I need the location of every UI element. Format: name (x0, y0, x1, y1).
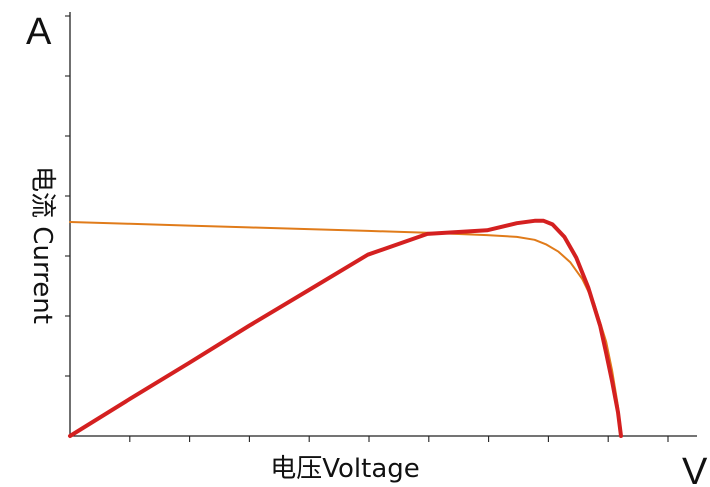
series-line-power (68, 218, 623, 438)
ticks (65, 15, 669, 442)
plot-area (68, 218, 623, 438)
y-axis-label: 电流 Current (27, 166, 57, 324)
axes (69, 12, 697, 437)
series-line-current (69, 221, 622, 437)
x-axis-label: 电压Voltage (270, 454, 420, 484)
y-unit-symbol: A (26, 11, 52, 53)
x-unit-symbol: V (682, 451, 708, 487)
